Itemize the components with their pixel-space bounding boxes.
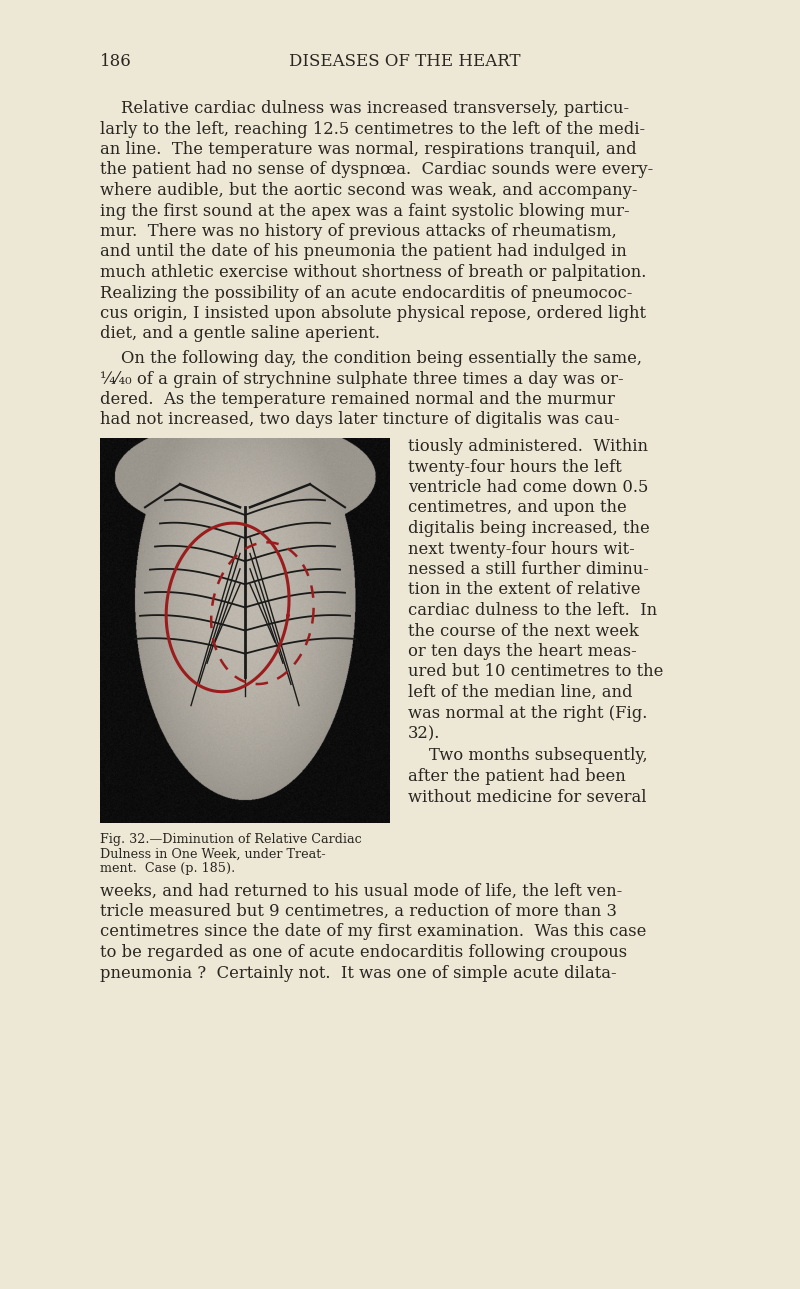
Text: twenty-four hours the left: twenty-four hours the left	[408, 459, 622, 476]
Text: much athletic exercise without shortness of breath or palpitation.: much athletic exercise without shortness…	[100, 264, 646, 281]
Text: 32).: 32).	[408, 724, 440, 742]
Text: digitalis being increased, the: digitalis being increased, the	[408, 519, 650, 538]
Text: was normal at the right (Fig.: was normal at the right (Fig.	[408, 705, 647, 722]
Text: next twenty-four hours wit-: next twenty-four hours wit-	[408, 540, 634, 558]
Text: pneumonia ?  Certainly not.  It was one of simple acute dilata-: pneumonia ? Certainly not. It was one of…	[100, 964, 617, 981]
Text: the patient had no sense of dyspnœa.  Cardiac sounds were every-: the patient had no sense of dyspnœa. Car…	[100, 161, 654, 178]
Text: where audible, but the aortic second was weak, and accompany-: where audible, but the aortic second was…	[100, 182, 638, 199]
Text: tiously administered.  Within: tiously administered. Within	[408, 438, 648, 455]
Text: and until the date of his pneumonia the patient had indulged in: and until the date of his pneumonia the …	[100, 244, 626, 260]
Text: ¼⁄₄₀ of a grain of strychnine sulphate three times a day was or-: ¼⁄₄₀ of a grain of strychnine sulphate t…	[100, 370, 624, 388]
Text: tricle measured but 9 centimetres, a reduction of more than 3: tricle measured but 9 centimetres, a red…	[100, 904, 617, 920]
Text: larly to the left, reaching 12.5 centimetres to the left of the medi-: larly to the left, reaching 12.5 centime…	[100, 120, 645, 138]
Text: cardiac dulness to the left.  In: cardiac dulness to the left. In	[408, 602, 657, 619]
Text: diet, and a gentle saline aperient.: diet, and a gentle saline aperient.	[100, 326, 380, 343]
Text: Two months subsequently,: Two months subsequently,	[408, 748, 648, 764]
Text: mur.  There was no history of previous attacks of rheumatism,: mur. There was no history of previous at…	[100, 223, 617, 240]
Text: ured but 10 centimetres to the: ured but 10 centimetres to the	[408, 664, 663, 681]
Text: dered.  As the temperature remained normal and the murmur: dered. As the temperature remained norma…	[100, 391, 615, 409]
Text: 186: 186	[100, 54, 132, 71]
Text: DISEASES OF THE HEART: DISEASES OF THE HEART	[290, 54, 521, 71]
Text: ventricle had come down 0.5: ventricle had come down 0.5	[408, 480, 648, 496]
Text: Realizing the possibility of an acute endocarditis of pneumococ-: Realizing the possibility of an acute en…	[100, 285, 632, 302]
Text: weeks, and had returned to his usual mode of life, the left ven-: weeks, and had returned to his usual mod…	[100, 883, 622, 900]
Text: an line.  The temperature was normal, respirations tranquil, and: an line. The temperature was normal, res…	[100, 141, 637, 159]
Text: tion in the extent of relative: tion in the extent of relative	[408, 581, 641, 598]
Text: after the patient had been: after the patient had been	[408, 768, 626, 785]
Text: nessed a still further diminu-: nessed a still further diminu-	[408, 561, 649, 577]
Text: On the following day, the condition being essentially the same,: On the following day, the condition bein…	[100, 351, 642, 367]
Text: ment.  Case (p. 185).: ment. Case (p. 185).	[100, 862, 235, 875]
Text: or ten days the heart meas-: or ten days the heart meas-	[408, 643, 637, 660]
Text: Fig. 32.—Diminution of Relative Cardiac: Fig. 32.—Diminution of Relative Cardiac	[100, 833, 362, 846]
Text: Relative cardiac dulness was increased transversely, particu-: Relative cardiac dulness was increased t…	[100, 101, 629, 117]
Text: ing the first sound at the apex was a faint systolic blowing mur-: ing the first sound at the apex was a fa…	[100, 202, 630, 219]
Text: had not increased, two days later tincture of digitalis was cau-: had not increased, two days later tinctu…	[100, 411, 620, 428]
Text: centimetres, and upon the: centimetres, and upon the	[408, 500, 626, 517]
Text: centimetres since the date of my first examination.  Was this case: centimetres since the date of my first e…	[100, 923, 646, 941]
Text: the course of the next week: the course of the next week	[408, 623, 639, 639]
Text: left of the median line, and: left of the median line, and	[408, 684, 633, 701]
Text: Dulness in One Week, under Treat-: Dulness in One Week, under Treat-	[100, 847, 326, 861]
Text: without medicine for several: without medicine for several	[408, 789, 646, 806]
Text: cus origin, I insisted upon absolute physical repose, ordered light: cus origin, I insisted upon absolute phy…	[100, 305, 646, 322]
Text: to be regarded as one of acute endocarditis following croupous: to be regarded as one of acute endocardi…	[100, 944, 627, 962]
